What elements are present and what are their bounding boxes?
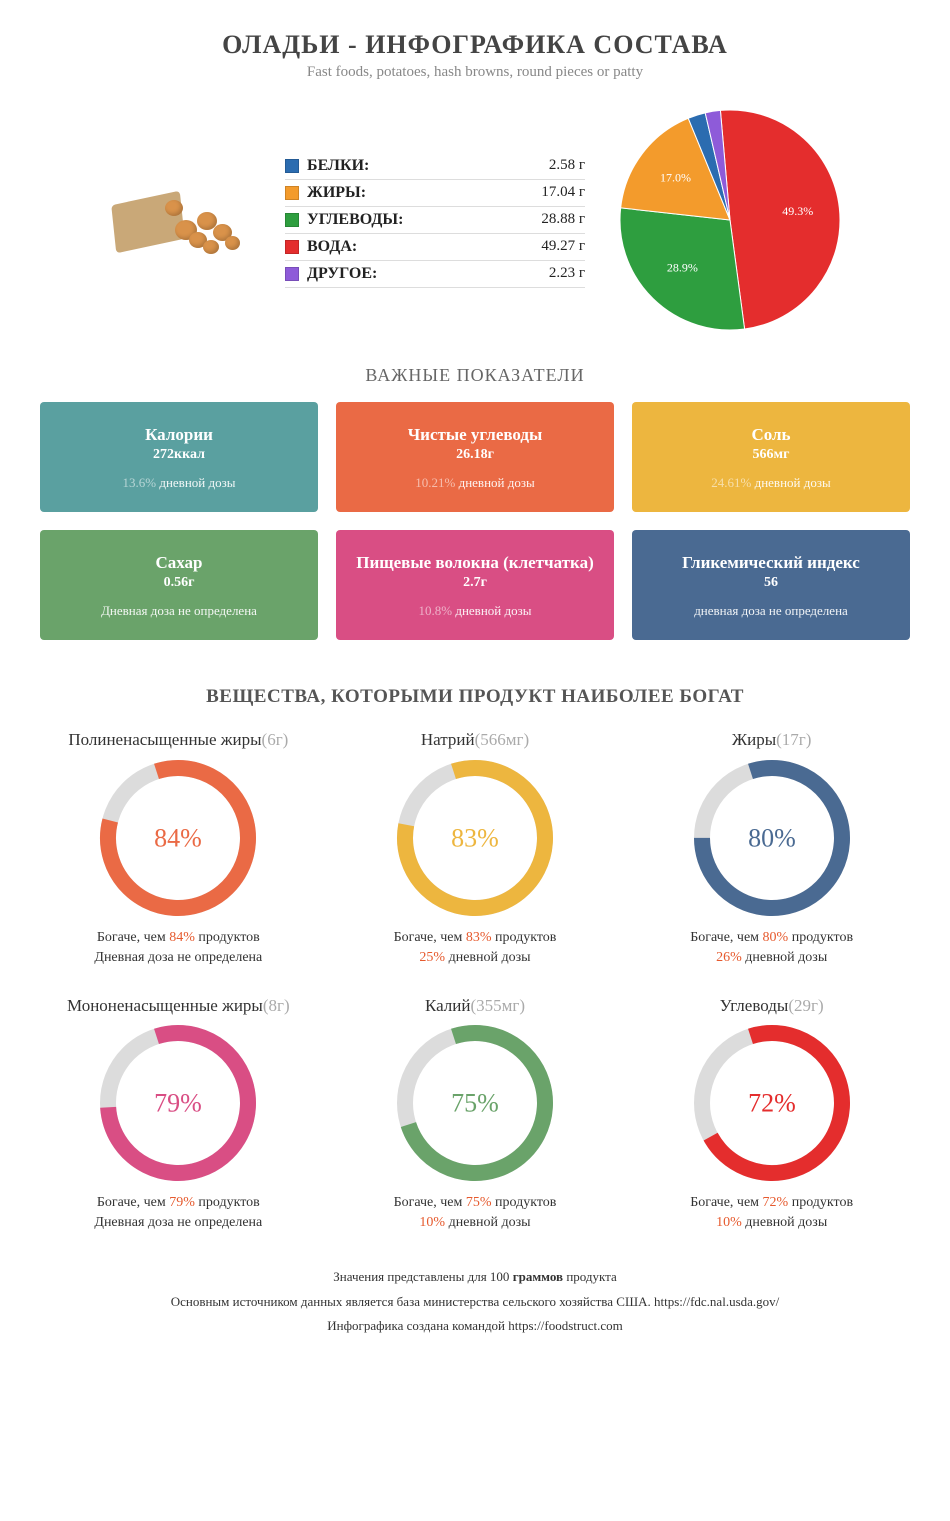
footer: Значения представлены для 100 граммов пр…	[40, 1265, 910, 1339]
donut-line-1: Богаче, чем 75% продуктов	[337, 1195, 614, 1211]
donut-grid: Полиненасыщенные жиры(6г) 84% Богаче, че…	[40, 730, 910, 1231]
donut-cell: Натрий(566мг) 83% Богаче, чем 83% продук…	[337, 730, 614, 966]
donut-chart: 80%	[690, 756, 854, 920]
donut-line-1: Богаче, чем 80% продуктов	[633, 930, 910, 946]
svg-text:84%: 84%	[154, 823, 202, 852]
donut-line-2: Дневная доза не определена	[40, 950, 317, 966]
pie-slice-label: 49.3%	[782, 204, 813, 218]
legend-label: ВОДА:	[307, 238, 541, 256]
donut-title: Жиры(17г)	[633, 730, 910, 750]
footer-l2: Основным источником данных является база…	[40, 1290, 910, 1315]
donut-cell: Полиненасыщенные жиры(6г) 84% Богаче, че…	[40, 730, 317, 966]
legend-row: БЕЛКИ: 2.58 г	[285, 153, 585, 180]
card-title: Чистые углеводы	[348, 425, 602, 445]
donut-chart: 79%	[96, 1021, 260, 1185]
card-title: Пищевые волокна (клетчатка)	[348, 553, 602, 573]
donut-line-2: 10% дневной дозы	[633, 1215, 910, 1231]
legend-label: ДРУГОЕ:	[307, 265, 549, 283]
legend-row: УГЛЕВОДЫ: 28.88 г	[285, 207, 585, 234]
pie-slice-label: 17.0%	[660, 171, 691, 185]
svg-text:83%: 83%	[451, 823, 499, 852]
donut-title: Мононенасыщенные жиры(8г)	[40, 996, 317, 1016]
donut-line-1: Богаче, чем 79% продуктов	[40, 1195, 317, 1211]
card-title: Сахар	[52, 553, 306, 573]
legend-row: ДРУГОЕ: 2.23 г	[285, 261, 585, 288]
page-title: ОЛАДЬИ - ИНФОГРАФИКА СОСТАВА	[40, 30, 910, 60]
donut-chart: 72%	[690, 1021, 854, 1185]
donut-line-1: Богаче, чем 83% продуктов	[337, 930, 614, 946]
svg-text:79%: 79%	[154, 1089, 202, 1118]
card-value: 0.56г	[52, 575, 306, 591]
card-dose: 10.8% дневной дозы	[348, 603, 602, 619]
donut-cell: Мононенасыщенные жиры(8г) 79% Богаче, че…	[40, 996, 317, 1232]
card-dose: дневная доза не определена	[644, 603, 898, 619]
footer-l1a: Значения представлены для 100	[333, 1269, 512, 1284]
indicator-card: Калории 272ккал 13.6% дневной дозы	[40, 402, 318, 512]
donut-chart: 83%	[393, 756, 557, 920]
donut-title: Калий(355мг)	[337, 996, 614, 1016]
card-value: 26.18г	[348, 447, 602, 463]
card-value: 272ккал	[52, 447, 306, 463]
legend-value: 49.27 г	[541, 238, 585, 255]
card-title: Калории	[52, 425, 306, 445]
footer-l1c: продукта	[563, 1269, 617, 1284]
donut-line-2: Дневная доза не определена	[40, 1215, 317, 1231]
card-dose: 13.6% дневной дозы	[52, 475, 306, 491]
legend-label: ЖИРЫ:	[307, 184, 541, 202]
donut-cell: Калий(355мг) 75% Богаче, чем 75% продукт…	[337, 996, 614, 1232]
legend-swatch	[285, 240, 299, 254]
donut-title: Углеводы(29г)	[633, 996, 910, 1016]
legend-label: БЕЛКИ:	[307, 157, 549, 175]
donut-line-2: 25% дневной дозы	[337, 950, 614, 966]
card-value: 56	[644, 575, 898, 591]
pie-slice-label: 28.9%	[667, 261, 698, 275]
donut-chart: 84%	[96, 756, 260, 920]
card-dose: 24.61% дневной дозы	[644, 475, 898, 491]
donut-line-1: Богаче, чем 72% продуктов	[633, 1195, 910, 1211]
indicator-card: Чистые углеводы 26.18г 10.21% дневной до…	[336, 402, 614, 512]
legend-row: ВОДА: 49.27 г	[285, 234, 585, 261]
legend-value: 2.58 г	[549, 157, 585, 174]
legend-row: ЖИРЫ: 17.04 г	[285, 180, 585, 207]
legend-label: УГЛЕВОДЫ:	[307, 211, 541, 229]
donut-title: Натрий(566мг)	[337, 730, 614, 750]
indicators-heading: ВАЖНЫЕ ПОКАЗАТЕЛИ	[40, 365, 910, 386]
richest-heading: ВЕЩЕСТВА, КОТОРЫМИ ПРОДУКТ НАИБОЛЕЕ БОГА…	[40, 686, 910, 708]
indicator-card: Сахар 0.56г Дневная доза не определена	[40, 530, 318, 640]
card-value: 566мг	[644, 447, 898, 463]
svg-text:75%: 75%	[451, 1089, 499, 1118]
donut-line-2: 10% дневной дозы	[337, 1215, 614, 1231]
legend-value: 28.88 г	[541, 211, 585, 228]
food-image	[105, 170, 255, 270]
legend-value: 2.23 г	[549, 265, 585, 282]
svg-text:72%: 72%	[748, 1089, 796, 1118]
svg-text:80%: 80%	[748, 823, 796, 852]
donut-cell: Жиры(17г) 80% Богаче, чем 80% продуктов …	[633, 730, 910, 966]
legend-swatch	[285, 159, 299, 173]
indicator-card: Пищевые волокна (клетчатка) 2.7г 10.8% д…	[336, 530, 614, 640]
legend-swatch	[285, 186, 299, 200]
donut-cell: Углеводы(29г) 72% Богаче, чем 72% продук…	[633, 996, 910, 1232]
legend-swatch	[285, 267, 299, 281]
legend-value: 17.04 г	[541, 184, 585, 201]
card-dose: Дневная доза не определена	[52, 603, 306, 619]
donut-line-2: 26% дневной дозы	[633, 950, 910, 966]
card-title: Соль	[644, 425, 898, 445]
footer-l3: Инфографика создана командой https://foo…	[40, 1314, 910, 1339]
page-subtitle: Fast foods, potatoes, hash browns, round…	[40, 64, 910, 81]
indicator-card: Гликемический индекс 56 дневная доза не …	[632, 530, 910, 640]
donut-title: Полиненасыщенные жиры(6г)	[40, 730, 317, 750]
card-dose: 10.21% дневной дозы	[348, 475, 602, 491]
indicator-card: Соль 566мг 24.61% дневной дозы	[632, 402, 910, 512]
donut-line-1: Богаче, чем 84% продуктов	[40, 930, 317, 946]
card-value: 2.7г	[348, 575, 602, 591]
card-title: Гликемический индекс	[644, 553, 898, 573]
composition-pie: 17.0% 28.9% 49.3%	[615, 105, 845, 335]
donut-chart: 75%	[393, 1021, 557, 1185]
footer-l1b: граммов	[513, 1269, 563, 1284]
legend-swatch	[285, 213, 299, 227]
indicator-cards: Калории 272ккал 13.6% дневной дозыЧистые…	[40, 402, 910, 640]
composition-legend: БЕЛКИ: 2.58 г ЖИРЫ: 17.04 г УГЛЕВОДЫ: 28…	[285, 153, 585, 288]
composition-row: БЕЛКИ: 2.58 г ЖИРЫ: 17.04 г УГЛЕВОДЫ: 28…	[40, 105, 910, 335]
